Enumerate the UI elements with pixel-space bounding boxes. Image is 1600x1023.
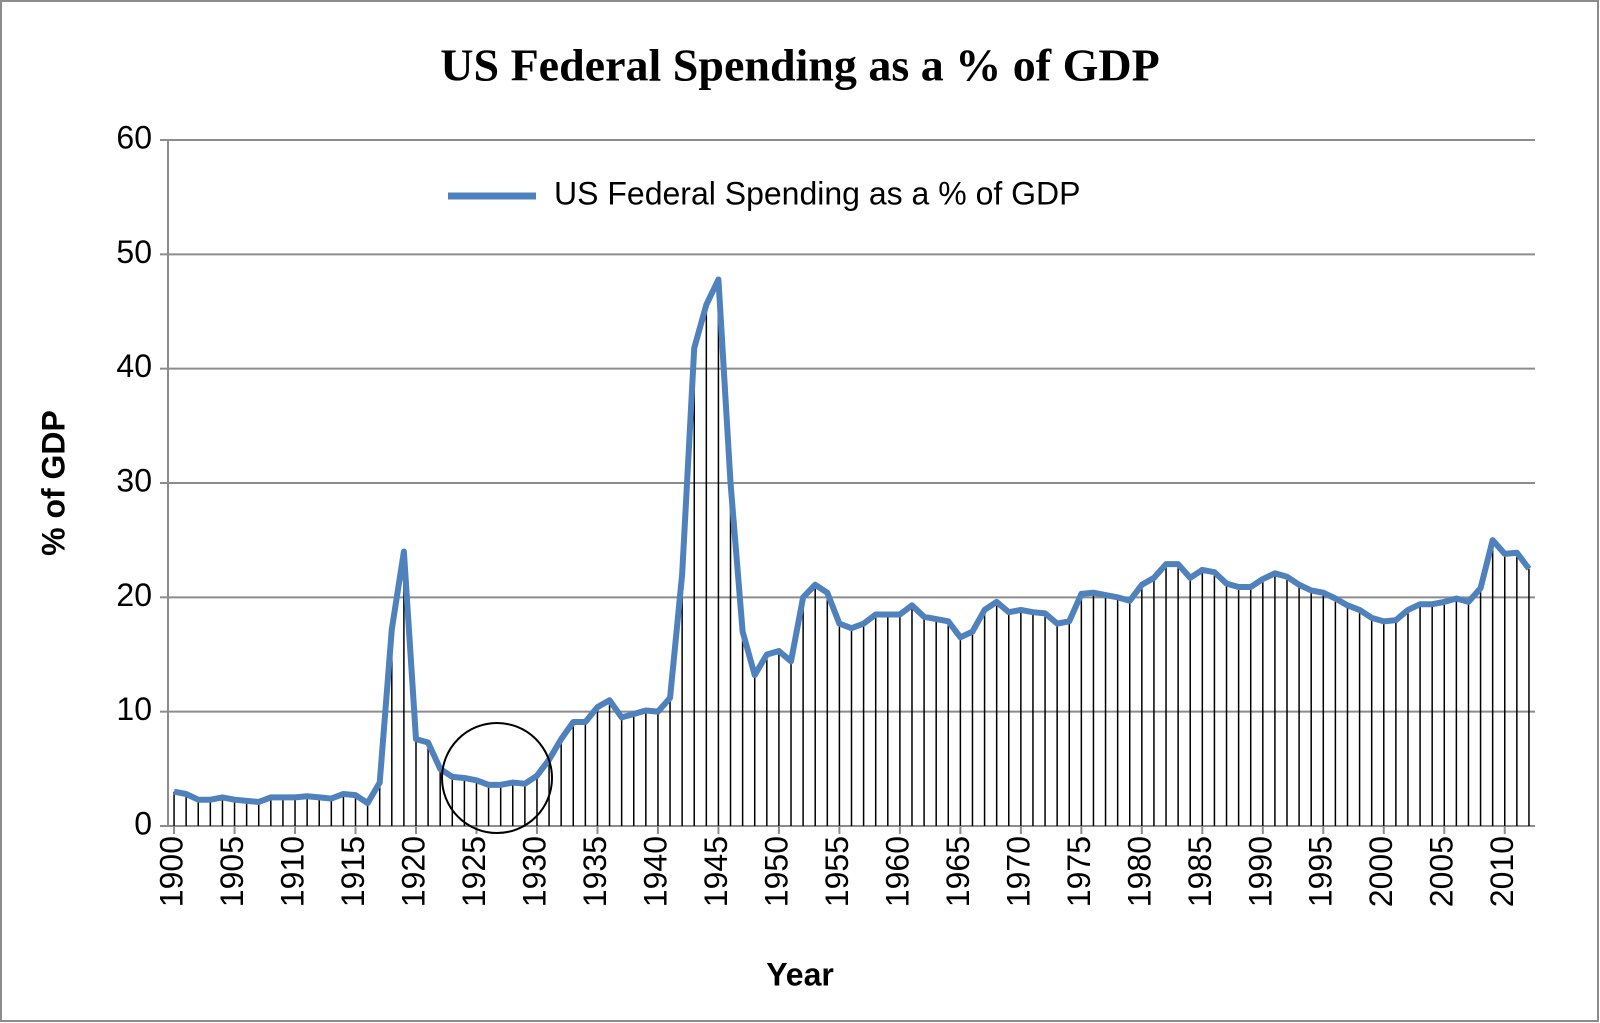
highlight-circle	[441, 722, 553, 834]
x-tick-label: 1970	[1000, 836, 1036, 907]
x-tick-label: 1955	[819, 836, 855, 907]
x-tick-label: 1950	[758, 836, 794, 907]
x-tick-label: 1925	[456, 836, 492, 907]
chart-title: US Federal Spending as a % of GDP	[440, 40, 1159, 91]
x-tick-label: 2010	[1484, 836, 1520, 907]
x-tick-label: 1930	[516, 836, 552, 907]
legend-label: US Federal Spending as a % of GDP	[554, 175, 1081, 211]
x-tick-label: 2000	[1363, 836, 1399, 907]
x-tick-label: 1940	[637, 836, 673, 907]
x-tick-label: 1920	[395, 836, 431, 907]
x-axis-label: Year	[766, 956, 834, 992]
x-tick-label: 1945	[698, 836, 734, 907]
x-tick-label: 1910	[274, 836, 310, 907]
y-tick-label: 50	[116, 234, 152, 270]
x-tick-label: 1965	[940, 836, 976, 907]
y-tick-label: 0	[134, 805, 152, 841]
series-line	[173, 276, 1532, 807]
x-tick-label: 1990	[1242, 836, 1278, 907]
x-tick-label: 1960	[879, 836, 915, 907]
y-tick-label: 40	[116, 348, 152, 384]
x-tick-label: 1905	[214, 836, 250, 907]
x-tick-label: 1980	[1121, 836, 1157, 907]
grid: 0 10 20 30 40 50 60 1900 1905 1910 1915 1920 1925 193…	[116, 119, 1535, 907]
y-tick-label: 20	[116, 577, 152, 613]
x-tick-label: 1915	[335, 836, 371, 907]
x-tick-label: 1975	[1061, 836, 1097, 907]
x-tick-label: 1995	[1303, 836, 1339, 907]
x-tick-label: 1935	[577, 836, 613, 907]
y-axis-label: % of GDP	[35, 410, 71, 556]
x-tick-label: 1900	[154, 836, 190, 907]
x-tick-label: 2005	[1424, 836, 1460, 907]
legend: US Federal Spending as a % of GDP	[448, 175, 1081, 211]
y-tick-label: 60	[116, 119, 152, 155]
x-tick-label: 1985	[1182, 836, 1218, 907]
plot	[173, 276, 1532, 826]
y-tick-label: 10	[116, 691, 152, 727]
y-tick-label: 30	[116, 462, 152, 498]
